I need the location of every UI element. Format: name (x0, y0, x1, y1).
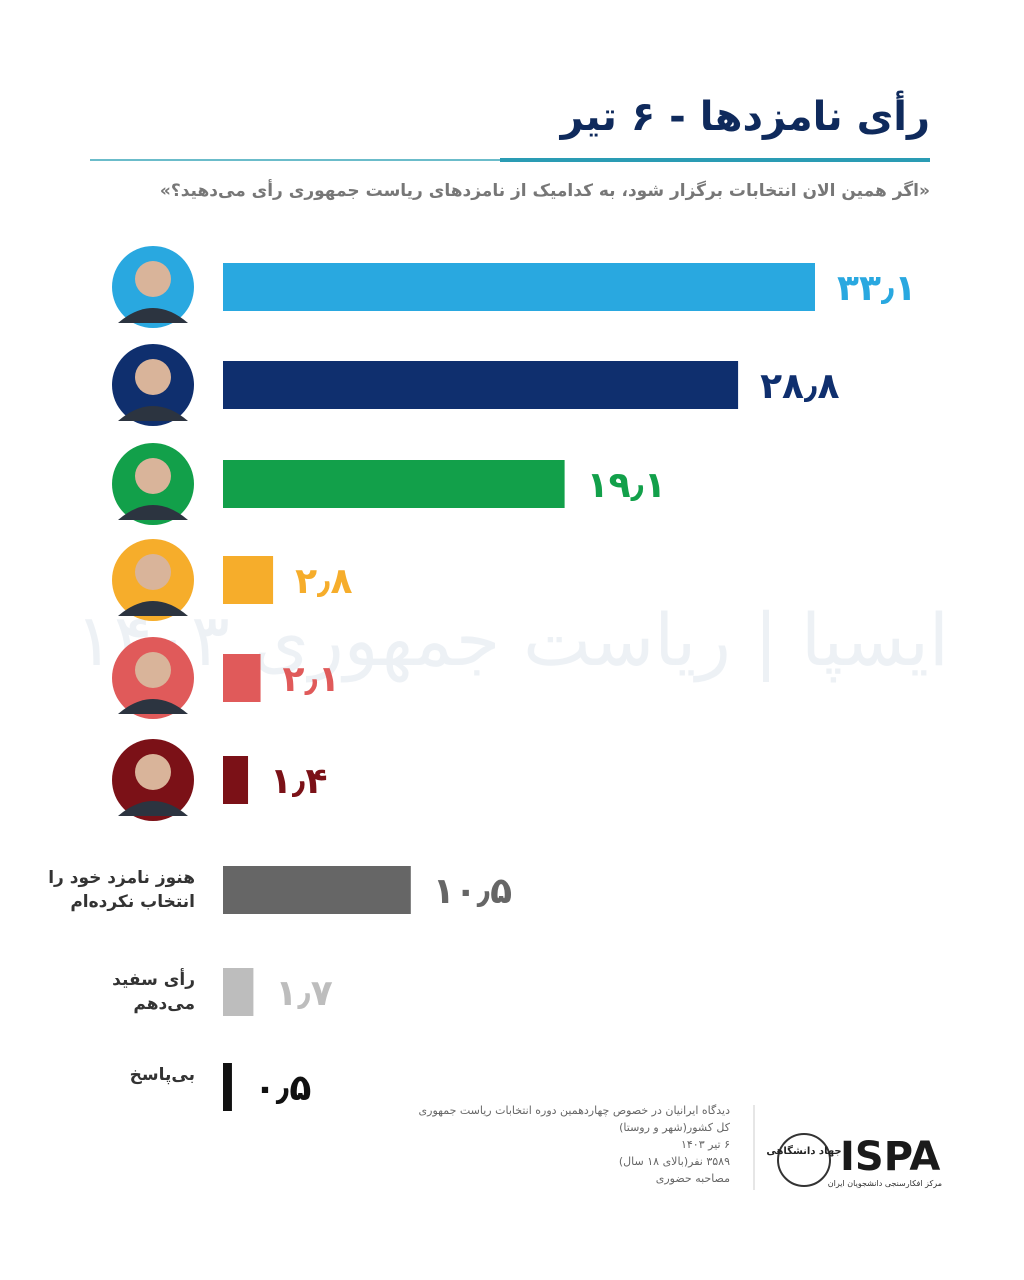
logo-emblem-text: جهاد دانشگاهی (766, 1144, 841, 1157)
footnote: مصاحبه حضوری (655, 1172, 730, 1185)
photo-body (118, 406, 188, 421)
logo-name: ISPA (840, 1134, 940, 1180)
bar (223, 263, 815, 311)
bar (223, 361, 739, 409)
photo-head (135, 458, 171, 494)
value-label: ۱٫۷ (275, 973, 332, 1014)
category-label: بی‌پاسخ (129, 1065, 195, 1085)
photo-body (118, 699, 188, 714)
photo-head (135, 754, 171, 790)
value-label: ۰٫۵ (254, 1068, 311, 1109)
bar (223, 556, 274, 604)
value-label: ۲٫۱ (283, 659, 340, 700)
value-label: ۳۳٫۱ (837, 268, 916, 309)
bar (223, 756, 249, 804)
category-label: رأی سفید می‌دهم (112, 970, 195, 1014)
bar (223, 1063, 232, 1111)
footnote: دیدگاه ایرانیان در خصوص چهاردهمین دوره ا… (418, 1104, 730, 1117)
photo-head (135, 261, 171, 297)
value-label: ۱۹٫۱ (587, 465, 666, 506)
logo-org: مرکز افکارسنجی دانشجویان ایران (828, 1179, 942, 1188)
photo-body (118, 601, 188, 616)
bar (223, 866, 411, 914)
photo-head (135, 554, 171, 590)
chart-subtitle: «اگر همین الان انتخابات برگزار شود، به ک… (160, 179, 930, 201)
bar (223, 654, 261, 702)
photo-head (135, 652, 171, 688)
footnote: کل کشور(شهر و روستا) (619, 1121, 730, 1134)
bar (223, 968, 254, 1016)
photo-body (118, 801, 188, 816)
photo-body (118, 505, 188, 520)
photo-head (135, 359, 171, 395)
footnote: ۶ تیر ۱۴۰۳ (680, 1138, 730, 1151)
logo-emblem (777, 1133, 831, 1187)
bar (223, 460, 565, 508)
footnote: ۳۵۸۹ نفر(بالای ۱۸ سال) (618, 1155, 730, 1168)
value-label: ۱٫۴ (270, 761, 327, 802)
chart-title: رأی نامزدها - ۶ تیر (559, 90, 930, 140)
value-label: ۲٫۸ (295, 561, 352, 602)
category-label: هنوز نامزد خود را انتخاب نکرده‌ام (48, 868, 195, 912)
photo-body (118, 308, 188, 323)
value-label: ۲۸٫۸ (760, 366, 839, 407)
watermark: ایسپا | ریاست جمهوری ۱۴۰۳ (75, 598, 949, 683)
value-label: ۱۰٫۵ (433, 871, 512, 912)
